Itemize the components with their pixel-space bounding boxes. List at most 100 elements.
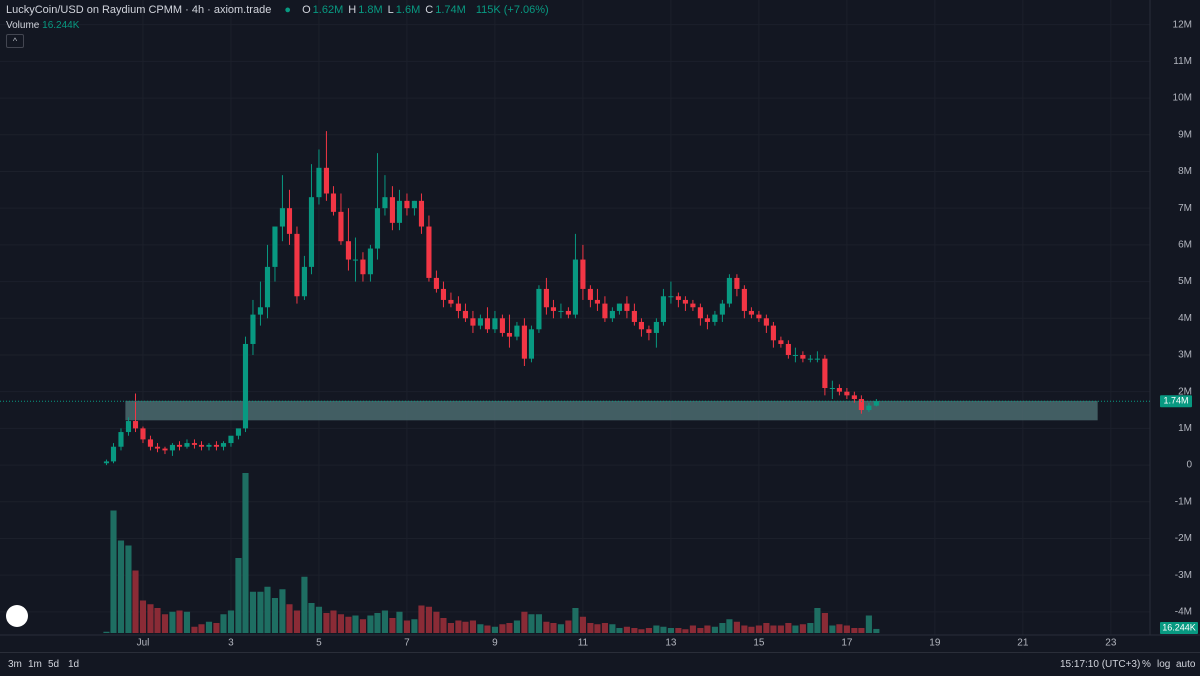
x-tick-label: 23 [1105,638,1117,649]
volume-bar [323,613,330,633]
volume-tag [1160,622,1198,634]
volume-tag-label: 16.244K [1162,622,1196,632]
y-tick-label: -2M [1175,533,1192,544]
y-tick-label: 11M [1173,56,1192,67]
candle-body [616,303,623,311]
scale-option[interactable]: % [1142,659,1151,670]
candle-body [279,208,286,227]
volume-bar [675,628,682,633]
volume-bar [418,605,425,633]
candle-body [675,296,681,300]
volume-bar [755,625,762,633]
candle-body [418,200,425,227]
volume-bar [220,614,227,633]
volume-bar [521,611,528,633]
volume-bar [117,540,125,633]
volume-bar [213,623,220,633]
volume-bar [455,620,462,633]
volume-bar [330,610,337,633]
legend-header: LuckyCoin/USD on Raydium CPMM · 4h · axi… [6,4,551,16]
volume-bar [103,631,110,633]
y-tick-label: 10M [1173,93,1192,104]
volume-bar [381,610,389,633]
range-button[interactable]: 3m [8,659,22,670]
x-tick-label: 15 [753,638,765,649]
candle-body [609,310,615,319]
volume-bar [733,621,740,633]
range-button[interactable]: 1m [28,659,42,670]
volume-bar [169,611,176,633]
candle-body [499,318,505,333]
volume-bar [279,589,286,633]
volume-bar [183,611,191,633]
scale-option[interactable]: log [1157,659,1171,670]
candle-body [396,200,403,223]
volume-bar [836,624,843,633]
candle-body [147,439,154,447]
volume-bar [557,624,564,633]
candle-body [389,197,395,223]
volume-bar [719,623,726,633]
candle-body [572,259,579,315]
volume-bar [396,611,403,633]
candle-body [433,277,439,289]
volume-bar [807,623,814,633]
range-button[interactable]: 5d [48,659,60,670]
volume-bar [132,570,139,633]
candle-body [763,318,769,326]
volume-bar [271,598,279,633]
candle-body [228,435,234,444]
volume-bar [785,623,792,633]
x-tick-label: 17 [841,638,853,649]
candle-body [154,446,161,449]
candle-body [814,358,820,360]
volume-bar [440,618,447,633]
candle-body [514,325,520,337]
candle-body [198,444,205,447]
volume-bar [814,608,821,633]
y-tick-label: 7M [1178,203,1192,214]
volume-bar [403,620,411,633]
candle-body [374,208,381,249]
volume-bar [447,623,455,633]
candle-body [184,443,190,447]
volume-bar [154,608,161,633]
x-tick-label: 3 [228,638,234,649]
candle-body [477,318,483,326]
y-tick-label: 1M [1178,423,1192,434]
zone [125,400,1098,421]
candle-body [176,444,183,447]
candle-body [712,314,718,322]
candle-body [191,443,198,445]
volume-bar [623,626,630,633]
volume-bar [462,621,469,633]
volume-bar [770,625,777,633]
y-tick-label: -3M [1175,570,1192,581]
volume-bar [601,623,608,633]
candle-body [462,310,469,319]
scale-option[interactable]: auto [1176,659,1196,670]
candle-body [140,428,146,440]
y-tick-label: -4M [1175,607,1192,618]
volume-bar [125,545,132,633]
candle-body [594,299,601,304]
volume-bar [249,591,257,633]
candle-body [286,208,293,234]
range-button[interactable]: 1d [68,659,80,670]
x-tick-label: Jul [137,638,150,649]
ohlc-value: 1.62M [312,4,344,16]
ohlc-value: 1.6M [395,4,421,16]
candle-body [682,299,688,304]
ohlc-value: 1.74M [435,4,466,16]
ohlc-key: L [387,4,394,16]
collapse-button[interactable]: ^ [6,34,24,48]
volume-bar [359,619,367,633]
volume-bar [491,626,498,633]
volume-bar [147,604,154,633]
candle-body [800,354,806,359]
candle-body [741,288,747,311]
y-tick-label: 9M [1178,129,1192,140]
volume-bar [499,624,506,633]
candle-body [323,167,330,194]
